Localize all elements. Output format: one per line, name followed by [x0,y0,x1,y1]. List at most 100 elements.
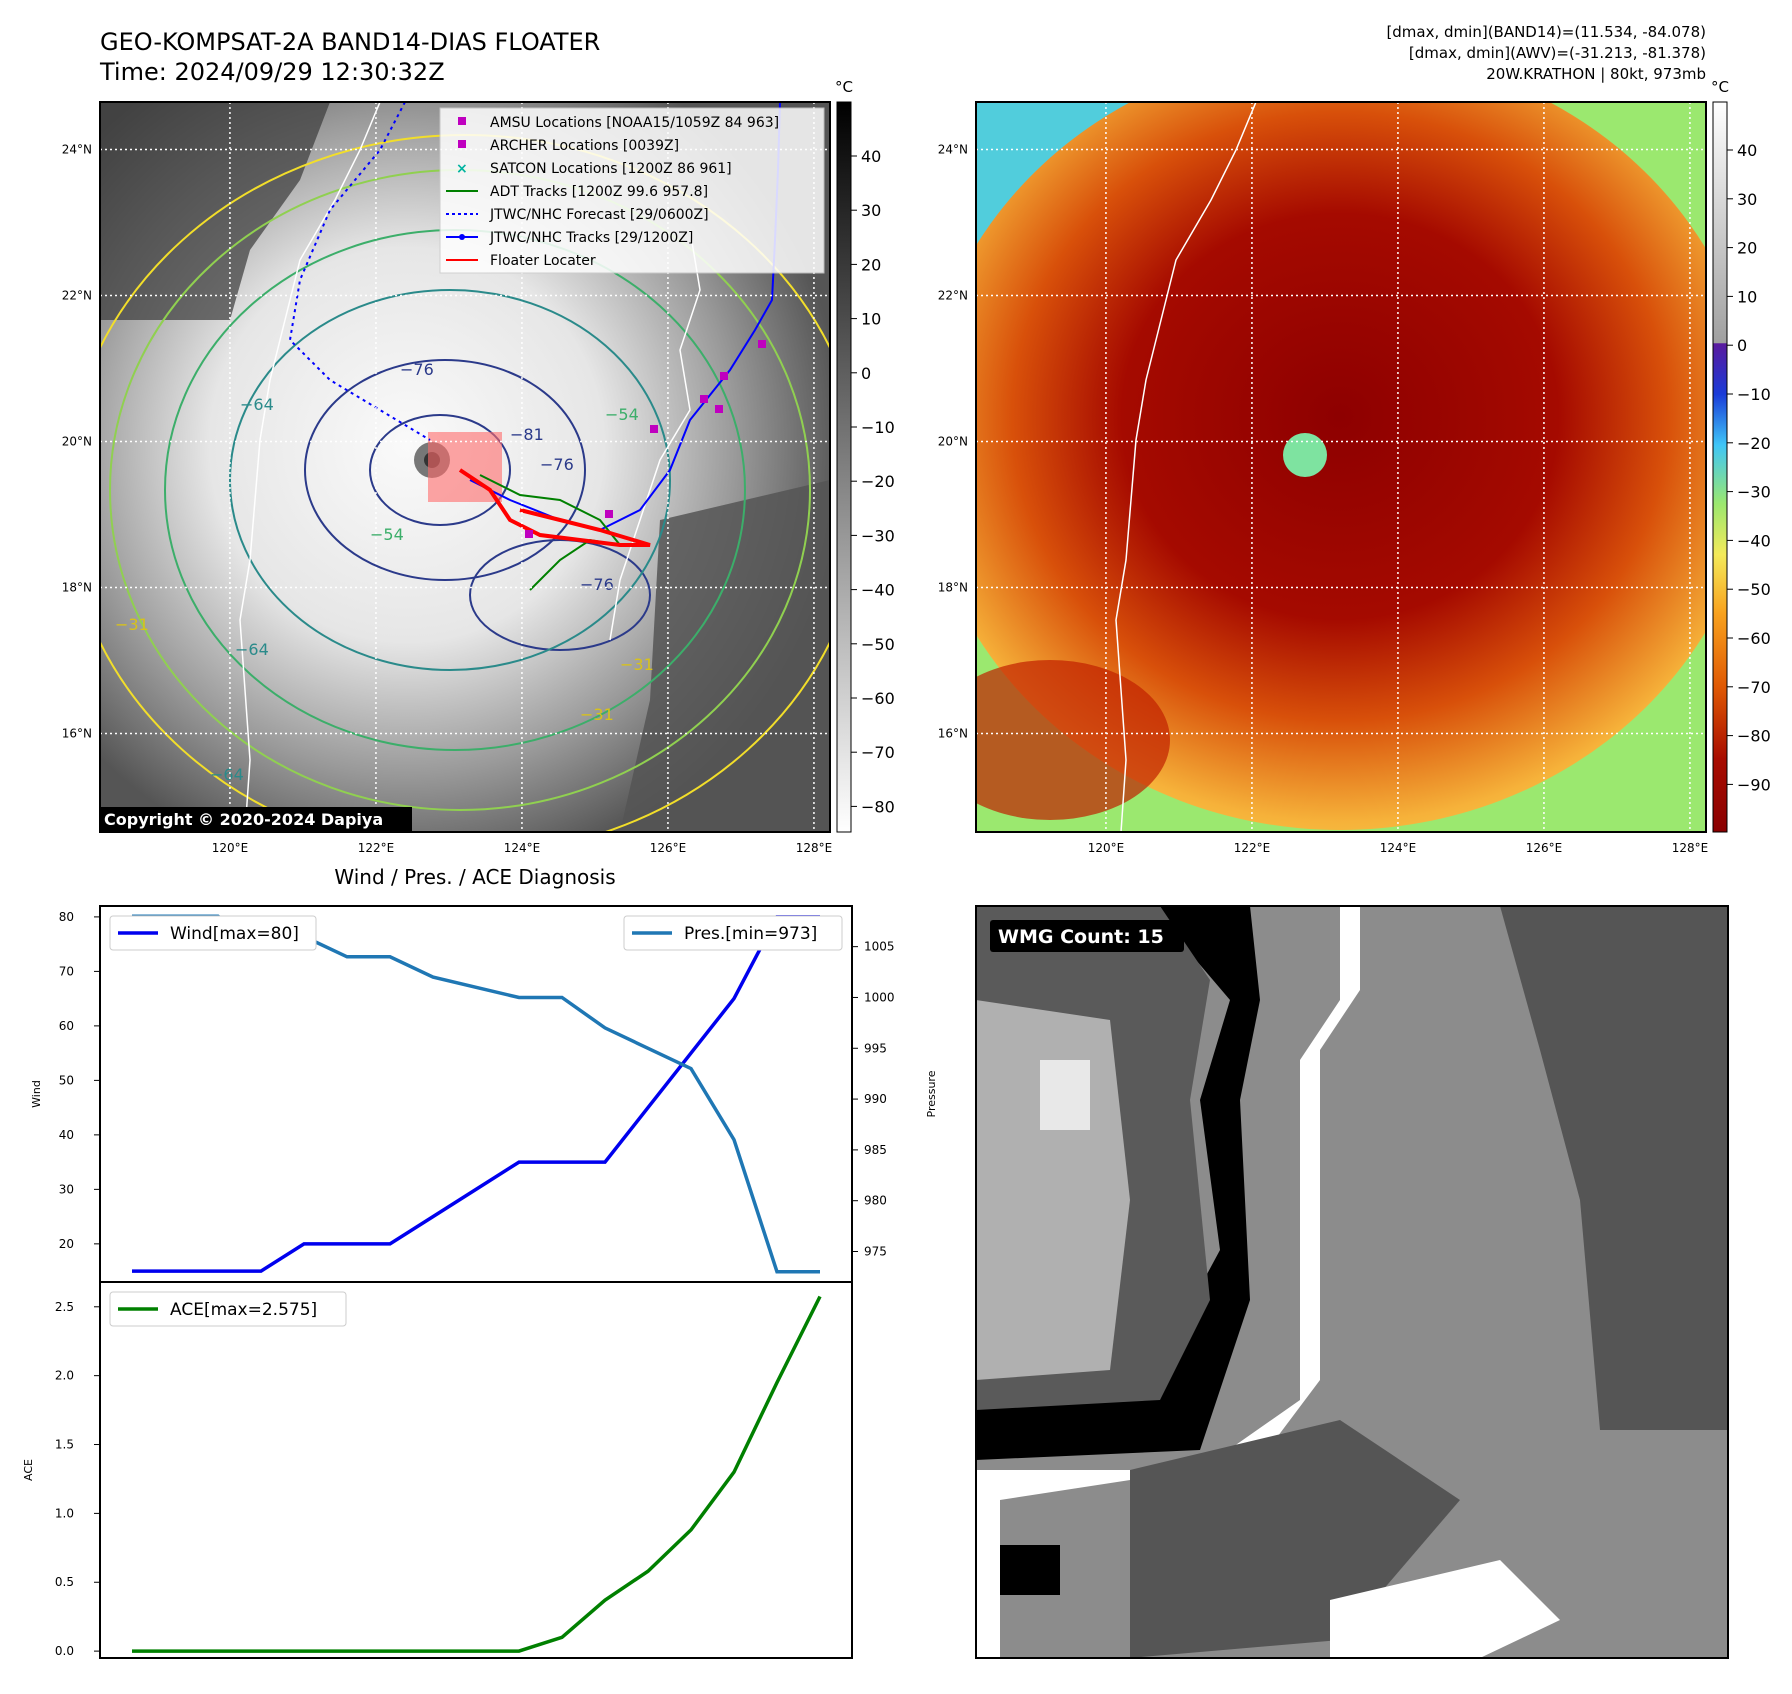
wind-pressure-chart: Wind Pressure 20 30 40 50 60 70 80 975 980 985 99… [30,905,938,1283]
amsu-points [525,340,766,538]
contour-label: −76 [400,360,434,379]
ace-axis-ticks: 0.0 0.5 1.0 1.5 2.0 2.5 [55,1300,100,1658]
map-lon-tick-label: 120°E [212,841,249,855]
legend-locater: Floater Locater [490,253,596,269]
coastline-west [1115,102,1257,832]
wind-axis-ticks: 20 30 40 50 60 70 80 [59,910,100,1251]
map-lat-tick-label: 24°N [62,142,92,156]
contour-label: −31 [620,655,654,674]
pressure-legend: Pres.[min=973] [623,915,843,951]
map-lon-tick-label: 128°E [1672,841,1709,855]
colorbar-tick-label: −60 [1737,629,1771,648]
wv-gridlines: 120°E 122°E 124°E 126°E 128°E 24°N 22°N 20°N 18°… [938,102,1708,855]
colorbar-tick-label: −20 [861,472,895,491]
wmg-white-band [976,906,1360,1658]
map-lon-tick-label: 124°E [504,841,541,855]
wv-colorbar [1712,101,1728,833]
contour-label: −76 [580,575,614,594]
wv-map-panel: 120°E 122°E 124°E 126°E 128°E 24°N 22°N 20°N 18°… [938,78,1771,855]
legend-amsu: AMSU Locations [NOAA15/1059Z 84 963] [490,115,779,131]
wmg-count-box [990,920,1184,952]
contour-label: −76 [540,455,574,474]
contour-label: −64 [240,395,274,414]
contour-76-south [469,539,651,651]
pressure-legend-label: Pres.[min=973] [684,924,817,944]
copyright-box [100,807,412,831]
legend-adt: ADT Tracks [1200Z 99.6 957.8] [490,184,708,200]
map-lat-tick-label: 18°N [938,580,968,594]
ace-tick-label: 1.5 [55,1438,74,1452]
map-lon-tick-label: 126°E [650,841,687,855]
colorbar-tick-label: 40 [861,147,881,166]
colorbar-tick-label: −80 [1737,727,1771,746]
legend-forecast: JTWC/NHC Forecast [29/0600Z] [489,207,709,223]
amsu-point [715,405,723,413]
colorbar-tick-label: −20 [1737,434,1771,453]
map-legend-box [439,107,825,274]
wv-colorbar-ticks: 40 30 20 10 0 −10 −20 −30 −40 −50 −60 −70 −80 −90 [1727,141,1771,794]
wmg-frame [975,905,1729,1659]
pressure-axis-label: Pressure [925,1070,938,1117]
wmg-black-patch [1000,1545,1060,1595]
pressure-tick-label: 1005 [864,940,895,954]
contour-label: −64 [210,765,244,784]
pressure-tick-label: 980 [864,1194,887,1208]
wmg-panel: WMG Count: 15 [975,905,1729,1659]
ir-colorbar-unit: °C [835,78,853,96]
colorbar-tick-label: 10 [1737,287,1757,306]
wv-eye [1283,433,1327,477]
wmg-eye [1040,1060,1090,1130]
ace-tick-label: 2.0 [55,1369,74,1383]
contour-81 [369,414,511,526]
map-lat-tick-label: 16°N [62,726,92,740]
colorbar-tick-label: −90 [1737,775,1771,794]
ir-coastlines [239,102,701,832]
wind-series-line [132,915,820,1273]
wind-tick-label: 50 [59,1073,74,1087]
wmg-white-patch [1330,1560,1560,1658]
contour-labels: −76 −76 −76 −81 −64 −64 −64 −54 −54 −31 … [115,360,654,784]
amsu-point [650,425,658,433]
amsu-point [758,340,766,348]
ace-tick-label: 0.5 [55,1575,74,1589]
legend-satcon-marker: × [456,161,468,177]
colorbar-tick-label: −30 [861,526,895,545]
ace-frame [99,1281,853,1659]
jtwc-forecast-track [288,102,431,441]
colorbar-tick-label: 20 [1737,239,1757,258]
colorbar-tick-label: 30 [861,201,881,220]
legend-satcon: SATCON Locations [1200Z 86 961] [490,161,732,177]
info-band14: [dmax, dmin](BAND14)=(11.534, -84.078) [1386,23,1706,41]
ir-colorbar-ticks: 40 30 20 10 0 −10 −20 −30 −40 −50 −60 −70 −80 [851,147,895,816]
colorbar-tick-label: −10 [861,418,895,437]
amsu-point [720,372,728,380]
ace-series-line [132,1295,822,1653]
pressure-tick-label: 995 [864,1041,887,1055]
map-lat-tick-label: 16°N [938,726,968,740]
map-lat-tick-label: 22°N [938,288,968,302]
wind-tick-label: 30 [59,1182,74,1196]
legend-tracks-dot [459,234,465,240]
wmg-south-band [1130,1420,1460,1658]
wv-storm [976,102,1706,830]
ir-map-frame [99,101,831,833]
ace-tick-label: 0.0 [55,1644,74,1658]
map-lon-tick-label: 124°E [1380,841,1417,855]
wind-pressure-frame [99,905,853,1283]
pressure-tick-label: 985 [864,1143,887,1157]
colorbar-tick-label: −80 [861,797,895,816]
wind-tick-label: 60 [59,1019,74,1033]
ace-legend-label: ACE[max=2.575] [170,1300,317,1320]
map-legend: AMSU Locations [NOAA15/1059Z 84 963] ARC… [439,107,825,274]
contour-64 [229,289,671,671]
colorbar-tick-label: −70 [861,743,895,762]
contour-label: −54 [370,525,404,544]
coastline-west [239,102,381,832]
figure-time: Time: 2024/09/29 12:30:32Z [99,58,445,86]
map-lon-tick-label: 122°E [1234,841,1271,855]
colorbar-tick-label: 30 [1737,190,1757,209]
legend-tracks: JTWC/NHC Tracks [29/1200Z] [489,230,693,246]
contour-label: −54 [605,405,639,424]
ace-legend: ACE[max=2.575] [109,1291,347,1327]
